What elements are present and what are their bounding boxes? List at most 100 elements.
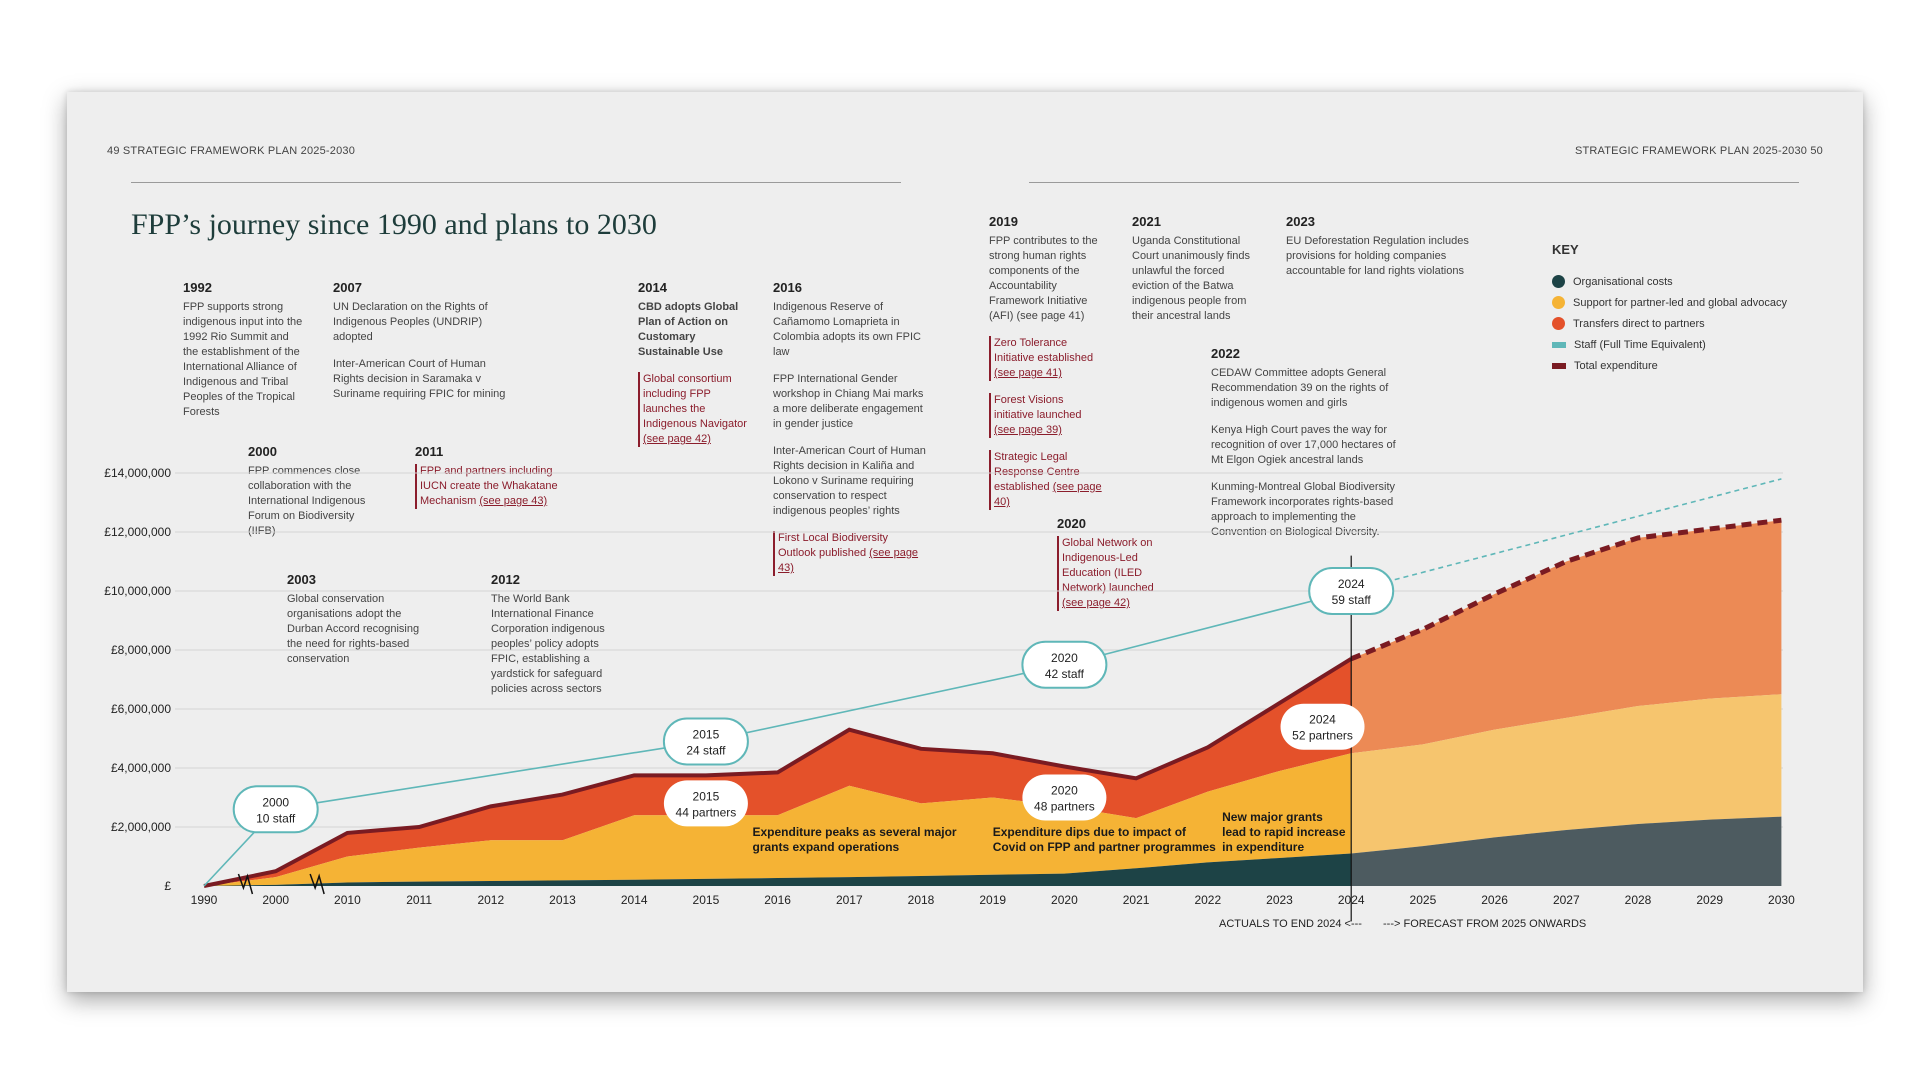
x-tick-label: 2027 xyxy=(1553,893,1580,907)
partner-bubble-label: 2020 xyxy=(1051,784,1078,798)
staff-bubble xyxy=(1308,567,1395,615)
key-item: Support for partner-led and global advoc… xyxy=(1552,292,1787,313)
key-label: Organisational costs xyxy=(1573,275,1673,288)
page-link[interactable]: (see page 42) xyxy=(1062,597,1130,609)
note-year: 2023 xyxy=(1286,214,1315,229)
page-link[interactable]: (see page 42) xyxy=(643,433,711,445)
staff-bubble-label: 42 staff xyxy=(1045,667,1085,681)
note-2012: 2012 The World Bank International Financ… xyxy=(491,572,626,697)
area-org-costs-forecast xyxy=(1351,816,1782,886)
note-text: Zero Tolerance Initiative established xyxy=(994,337,1094,364)
key-heading: KEY xyxy=(1552,242,1579,257)
partner-bubble xyxy=(1280,703,1365,750)
staff-bubble-label: 24 staff xyxy=(686,743,726,757)
key-swatch xyxy=(1552,317,1565,330)
key-label: Transfers direct to partners xyxy=(1573,317,1705,330)
note-text: First Local Biodiversity Outlook publish… xyxy=(778,532,889,559)
note-text: CEDAW Committee adopts General Recommend… xyxy=(1211,367,1389,409)
staff-bubble-label: 2015 xyxy=(693,727,720,741)
note-text: The World Bank International Finance Cor… xyxy=(491,593,605,695)
report-spread: 49 STRATEGIC FRAMEWORK PLAN 2025-2030 ST… xyxy=(67,92,1863,992)
note-text: Uganda Constitutional Court unanimously … xyxy=(1132,235,1251,322)
page-link[interactable]: (see page 39) xyxy=(994,424,1062,436)
x-tick-label: 2017 xyxy=(836,893,863,907)
partner-bubble-label: 2024 xyxy=(1309,713,1336,727)
annotation-text: grants expand operations xyxy=(753,840,900,854)
page-title: FPP’s journey since 1990 and plans to 20… xyxy=(131,208,657,241)
page-link[interactable]: (see page 43) xyxy=(778,547,919,574)
x-tick-label: 2012 xyxy=(477,893,504,907)
note-year: 2022 xyxy=(1211,346,1240,361)
note-year: 2019 xyxy=(989,214,1018,229)
note-text: FPP supports strong indigenous input int… xyxy=(183,301,303,418)
note-2021: 2021 Uganda Constitutional Court unanimo… xyxy=(1132,214,1260,324)
note-year: 2016 xyxy=(773,280,802,295)
x-tick-label: 2013 xyxy=(549,893,576,907)
x-tick-label: 2024 xyxy=(1338,893,1365,907)
x-tick-label: 2011 xyxy=(406,893,432,907)
area-advocacy-actual xyxy=(204,753,1352,886)
note-2016: 2016 Indigenous Reserve of Cañamomo Loma… xyxy=(773,280,928,588)
annotation-text: Expenditure dips due to impact of xyxy=(993,825,1187,839)
note-2011: 2011 FPP and partners including IUCN cre… xyxy=(415,444,570,521)
note-text: Global consortium including FPP launches… xyxy=(643,373,747,430)
key-item: Total expenditure xyxy=(1552,355,1787,376)
note-2007: 2007 UN Declaration on the Rights of Ind… xyxy=(333,280,508,414)
key-swatch xyxy=(1552,296,1565,309)
x-tick-label: 2015 xyxy=(693,893,720,907)
partner-bubble-label: 48 partners xyxy=(1034,800,1095,814)
x-tick-label: 2010 xyxy=(334,893,361,907)
area-transfers-forecast xyxy=(1351,520,1782,754)
x-tick-label: 2030 xyxy=(1768,893,1795,907)
note-2000: 2000 FPP commences close collaboration w… xyxy=(248,444,368,539)
note-text: Kenya High Court paves the way for recog… xyxy=(1211,424,1396,466)
key-item: Transfers direct to partners xyxy=(1552,313,1787,334)
page-header-left: 49 STRATEGIC FRAMEWORK PLAN 2025-2030 xyxy=(107,145,356,157)
annotation-text: in expenditure xyxy=(1222,840,1304,854)
key-swatch xyxy=(1552,275,1565,288)
note-text: FPP and partners including IUCN create t… xyxy=(420,465,558,507)
note-2019: 2019 FPP contributes to the strong human… xyxy=(989,214,1104,522)
y-tick-label: £10,000,000 xyxy=(104,584,171,598)
annotation-text: New major grants xyxy=(1222,810,1323,824)
x-tick-label: 2022 xyxy=(1194,893,1221,907)
partner-bubble-label: 2015 xyxy=(693,789,720,803)
staff-forecast-line xyxy=(1350,478,1782,592)
x-tick-label: 2020 xyxy=(1051,893,1078,907)
x-tick-label: 2018 xyxy=(908,893,935,907)
note-text: Indigenous Reserve of Cañamomo Lomapriet… xyxy=(773,301,921,358)
total-expenditure-line xyxy=(203,657,1353,888)
key-swatch xyxy=(1552,341,1566,348)
key-item: Staff (Full Time Equivalent) xyxy=(1552,334,1787,355)
page-link[interactable]: (see page 43) xyxy=(479,495,548,507)
staff-bubble-label: 2000 xyxy=(262,795,289,809)
note-1992: 1992 FPP supports strong indigenous inpu… xyxy=(183,280,305,420)
note-text: EU Deforestation Regulation includes pro… xyxy=(1286,235,1469,277)
x-tick-label: 2021 xyxy=(1123,893,1150,907)
x-tick-label: 2016 xyxy=(764,893,791,907)
page-link[interactable]: (see page 40) xyxy=(994,481,1102,508)
partner-bubble xyxy=(1022,774,1107,821)
y-tick-label: £6,000,000 xyxy=(111,702,171,716)
note-text: FPP International Gender workshop in Chi… xyxy=(773,373,924,430)
area-org-costs-actual xyxy=(204,853,1352,886)
note-text: Forest Visions initiative launched xyxy=(994,394,1082,421)
note-text: Inter-American Court of Human Rights dec… xyxy=(773,445,926,517)
note-text: Strategic Legal Response Centre establis… xyxy=(994,451,1080,493)
note-year: 2020 xyxy=(1057,516,1086,531)
note-text: Kunming-Montreal Global Biodiversity Fra… xyxy=(1211,481,1396,538)
note-year: 1992 xyxy=(183,280,212,295)
note-text: CBD adopts Global Plan of Action on Cust… xyxy=(638,301,739,358)
note-2022: 2022 CEDAW Committee adopts General Reco… xyxy=(1211,346,1399,552)
y-tick-label: £4,000,000 xyxy=(111,761,171,775)
x-tick-label: 1990 xyxy=(191,893,218,907)
note-year: 2012 xyxy=(491,572,520,587)
note-text: Inter-American Court of Human Rights dec… xyxy=(333,358,506,400)
x-tick-label: 2028 xyxy=(1625,893,1652,907)
x-tick-label: 2023 xyxy=(1266,893,1293,907)
page-link[interactable]: (see page 41) xyxy=(994,367,1062,379)
partner-bubble-label: 44 partners xyxy=(676,805,737,819)
staff-bubble xyxy=(232,785,319,834)
key-swatch xyxy=(1552,362,1566,369)
partner-bubble xyxy=(663,780,748,827)
